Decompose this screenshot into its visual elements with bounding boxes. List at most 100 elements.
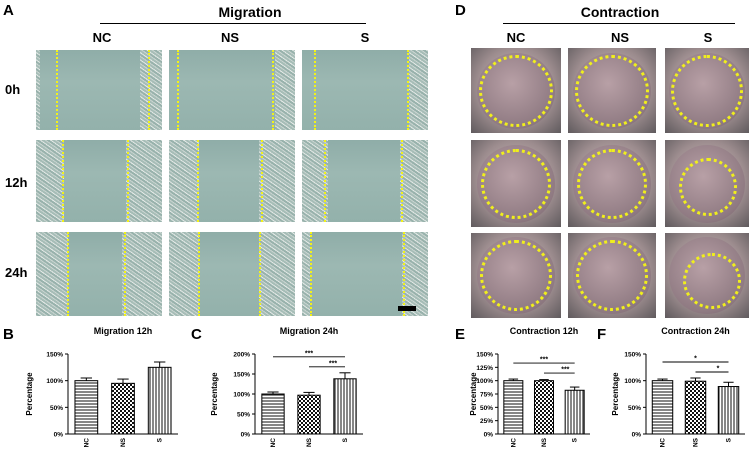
y-tick-label: 100%: [46, 378, 63, 385]
migration-image-nc-0h: [36, 50, 162, 130]
bar-s: [333, 378, 357, 435]
chart-title: Migration 12h: [94, 326, 153, 336]
bar-ns: [533, 380, 555, 435]
chart-contraction-12h: Contraction 12h Percentage 0% 25% 50% 75% 100%…: [469, 326, 590, 448]
migration-image-s-24h: [302, 232, 428, 316]
chart-title: Contraction 24h: [661, 326, 730, 336]
contraction-image-nc-24h: [471, 233, 561, 318]
y-tick-label: 50%: [50, 405, 63, 412]
y-tick-label: 0%: [632, 432, 642, 439]
migration-col-nc: NC: [92, 30, 112, 45]
migration-image-nc-12h: [36, 140, 162, 222]
contraction-image-nc-12h: [471, 140, 561, 227]
y-tick-label: 0%: [484, 432, 494, 439]
migration-title: Migration: [218, 4, 282, 20]
migration-image-s-0h: [302, 50, 428, 130]
migration-image-ns-0h: [169, 50, 295, 130]
y-tick-label: 50%: [237, 412, 250, 419]
y-axis-label: Percentage: [210, 372, 219, 416]
contraction-image-s-0h: [665, 48, 749, 133]
bar-ns: [684, 380, 707, 435]
migration-row-24h: 24h: [5, 265, 28, 280]
y-axis-label: Percentage: [469, 372, 478, 416]
bar-s: [564, 389, 585, 435]
y-tick-label: 150%: [624, 352, 641, 359]
contraction-title: Contraction: [580, 4, 660, 20]
bar-nc: [261, 393, 285, 435]
x-tick-label: S: [726, 437, 733, 442]
y-tick-label: 50%: [628, 405, 641, 412]
significance-label: ***: [540, 357, 548, 364]
migration-row-12h: 12h: [5, 175, 28, 190]
panel-label-b: B: [3, 326, 14, 343]
bar-s: [147, 366, 172, 435]
contraction-image-ns-24h: [568, 233, 656, 318]
panel-label-d: D: [455, 2, 466, 19]
contraction-image-ns-0h: [568, 48, 656, 133]
x-tick-label: NS: [306, 437, 313, 447]
y-tick-label: 100%: [624, 378, 641, 385]
y-tick-label: 25%: [480, 418, 493, 425]
significance-label: ***: [305, 350, 313, 357]
y-tick-label: 125%: [476, 365, 493, 372]
x-tick-label: NC: [660, 438, 667, 448]
x-tick-label: NS: [541, 437, 548, 447]
x-tick-label: NC: [270, 438, 277, 448]
y-tick-label: 150%: [233, 372, 250, 379]
chart-title: Migration 24h: [280, 326, 339, 336]
panel-label-a: A: [3, 2, 14, 19]
panel-label-e: E: [455, 326, 466, 343]
migration-divider: [100, 23, 366, 25]
contraction-col-ns: NS: [610, 30, 630, 45]
migration-col-ns: NS: [220, 30, 240, 45]
migration-col-s: S: [360, 30, 370, 45]
x-tick-label: S: [572, 437, 579, 442]
contraction-col-nc: NC: [506, 30, 526, 45]
migration-image-s-12h: [302, 140, 428, 222]
contraction-image-ns-12h: [568, 140, 656, 227]
y-tick-label: 150%: [46, 352, 63, 359]
contraction-image-s-24h: [665, 233, 749, 318]
x-tick-label: S: [342, 437, 349, 442]
chart-migration-24h: Migration 24h Percentage 0% 50% 100% 150% 200%…: [210, 326, 363, 448]
migration-image-nc-24h: [36, 232, 162, 316]
bar-nc: [74, 380, 99, 435]
bar-s: [717, 386, 740, 435]
significance-label: *: [694, 356, 697, 363]
x-tick-label: NC: [510, 438, 517, 448]
panel-label-c: C: [191, 326, 202, 343]
y-tick-label: 100%: [233, 392, 250, 399]
x-tick-label: S: [157, 437, 164, 442]
contraction-col-s: S: [703, 30, 713, 45]
y-tick-label: 100%: [476, 378, 493, 385]
significance-label: ***: [329, 360, 337, 367]
migration-image-ns-12h: [169, 140, 295, 222]
x-tick-label: NS: [120, 437, 127, 447]
y-tick-label: 200%: [233, 352, 250, 359]
y-axis-label: Percentage: [611, 372, 620, 416]
significance-label: *: [717, 366, 720, 373]
x-tick-label: NC: [83, 438, 90, 448]
chart-migration-12h: Migration 12h Percentage 0% 50% 100% 150% NC NS…: [25, 326, 178, 448]
contraction-image-nc-0h: [471, 48, 561, 133]
x-tick-label: NS: [693, 437, 700, 447]
y-tick-label: 75%: [480, 392, 493, 399]
bar-nc: [651, 380, 674, 435]
y-axis-label: Percentage: [25, 372, 34, 416]
y-tick-label: 0%: [241, 432, 251, 439]
chart-title: Contraction 12h: [510, 326, 579, 336]
contraction-image-s-12h: [665, 140, 749, 227]
scale-bar: [398, 306, 416, 311]
significance-label: ***: [561, 367, 569, 374]
contraction-divider: [503, 23, 735, 25]
y-tick-label: 50%: [480, 405, 493, 412]
bar-ns: [297, 394, 321, 435]
bar-ns: [111, 382, 135, 435]
y-tick-label: 150%: [476, 352, 493, 359]
bar-nc: [503, 380, 524, 435]
migration-row-0h: 0h: [5, 82, 21, 97]
chart-contraction-24h: Contraction 24h Percentage 0% 50% 100% 150% NC…: [611, 326, 745, 448]
migration-image-ns-24h: [169, 232, 295, 316]
panel-label-f: F: [597, 326, 607, 343]
y-tick-label: 0%: [54, 432, 64, 439]
